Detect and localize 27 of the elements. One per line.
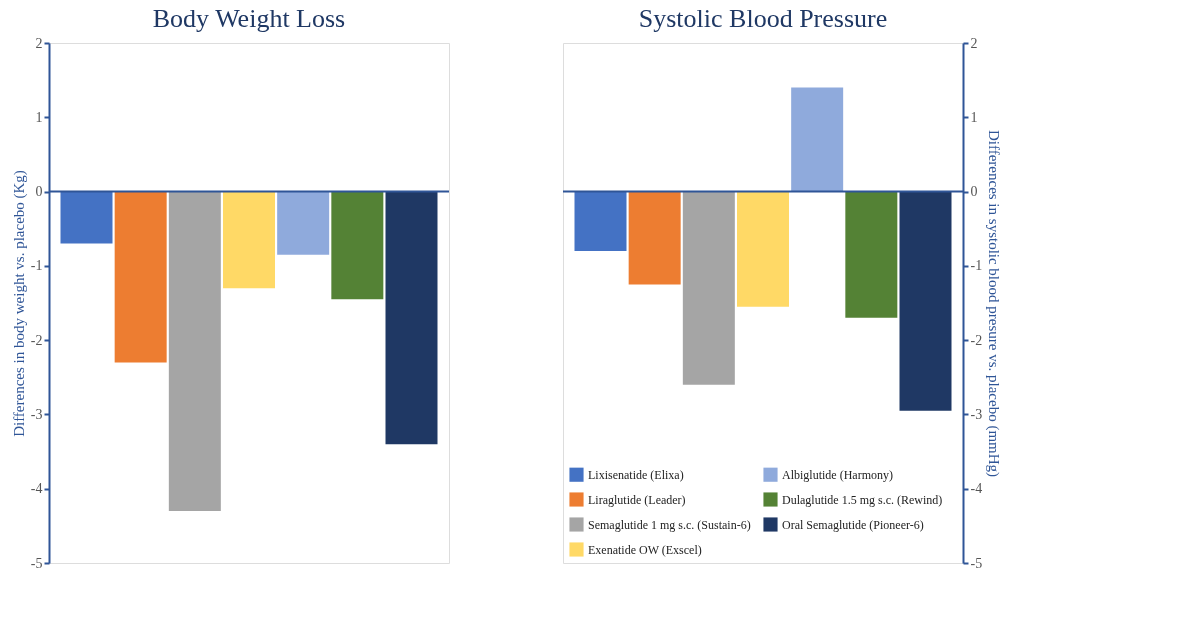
y-tick-label: 1 — [970, 109, 978, 125]
y-tick-label: 2 — [35, 35, 43, 51]
y-tick-label: -3 — [30, 406, 43, 422]
y-tick-label: -5 — [30, 555, 43, 571]
y-tick-label: 1 — [35, 109, 43, 125]
y-axis-title: Differences in body weight vs. placebo (Kg) — [10, 170, 28, 437]
legend-label: Exenatide OW (Exscel) — [588, 542, 702, 557]
y-tick-label: 0 — [35, 184, 43, 200]
legend-label: Oral Semaglutide (Pioneer-6) — [782, 517, 924, 532]
y-tick-label: -2 — [970, 332, 983, 348]
legend-label: Albiglutide (Harmony) — [782, 467, 893, 482]
y-tick-label: -1 — [30, 258, 43, 274]
y-tick-label: -2 — [30, 332, 43, 348]
chart-title: Body Weight Loss — [152, 4, 346, 33]
legend-label: Dulaglutide 1.5 mg s.c. (Rewind) — [782, 492, 943, 507]
y-axis-title: Differences in systolic blood presure vs. placebo (mmHg) — [985, 129, 1003, 478]
y-tick-label: -4 — [970, 481, 983, 497]
y-tick-label: -1 — [970, 258, 983, 274]
legend-label: Semaglutide 1 mg s.c. (Sustain-6) — [588, 517, 751, 532]
y-tick-label: -5 — [970, 555, 983, 571]
legend-label: Lixisenatide (Elixa) — [588, 467, 684, 482]
legend-label: Liraglutide (Leader) — [588, 492, 686, 507]
y-tick-label: 2 — [970, 35, 978, 51]
chart-title: Systolic Blood Pressure — [638, 4, 888, 33]
y-tick-label: -3 — [970, 406, 983, 422]
y-tick-label: 0 — [970, 184, 978, 200]
y-tick-label: -4 — [30, 481, 43, 497]
